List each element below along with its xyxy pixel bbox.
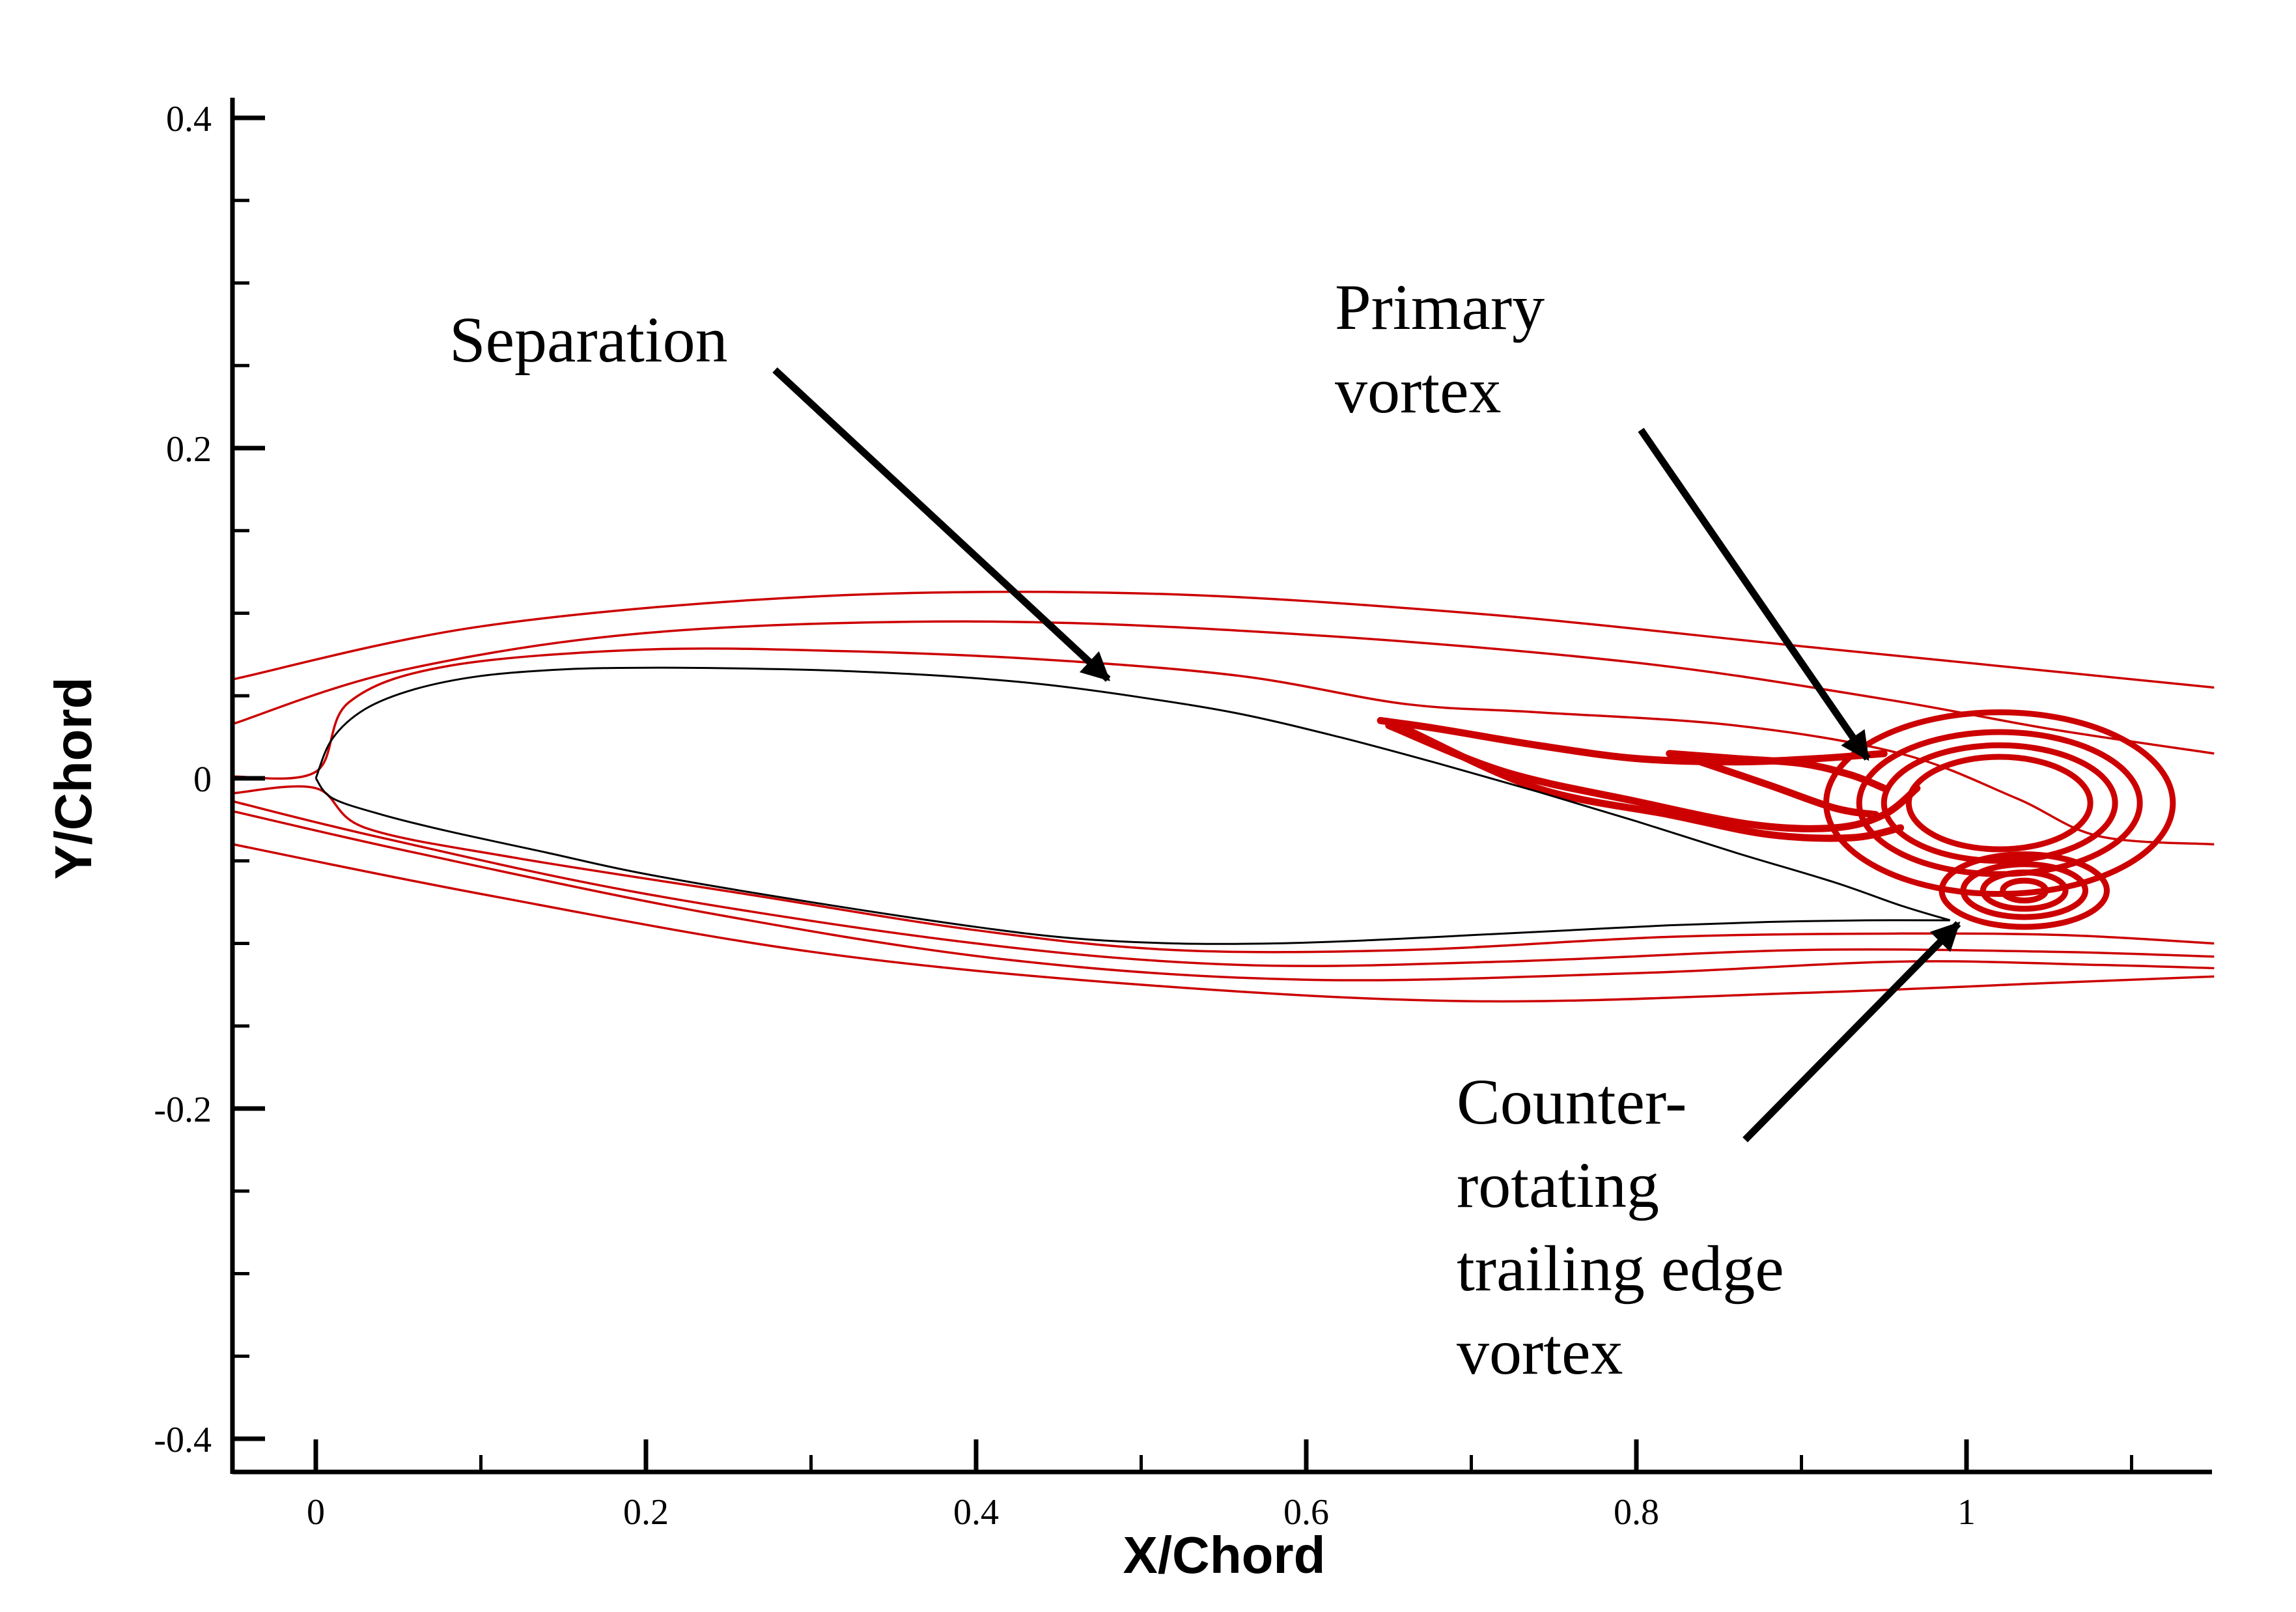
airfoil-upper-surface	[315, 666, 1951, 922]
airfoil-lower-surface	[315, 778, 1950, 945]
y-tick-label: 0.4	[166, 99, 212, 139]
y-axis-title: Y/Chord	[44, 677, 102, 879]
trailing-vortex-ring-2	[1960, 861, 2089, 920]
streamline-7	[232, 843, 2215, 1003]
annotation-primary-vortex: Primary vortex	[1335, 271, 1871, 761]
annotation-primary-vortex-label: Primary vortex	[1335, 271, 1561, 427]
trailing-vortex-ring-1	[1939, 851, 2110, 930]
annotation-counter-vortex-line-1: Counter-	[1457, 1066, 1687, 1138]
annotation-primary-vortex-line-1: Primary	[1335, 271, 1545, 343]
annotation-counter-vortex: Counter- rotating trailing edge vortex	[1457, 921, 1961, 1388]
annotation-separation: Separation	[449, 304, 1111, 682]
primary-vortex-ring-4	[1905, 754, 2093, 853]
primary-vortex-ring-3	[1881, 742, 2118, 864]
annotation-counter-vortex-line-2: rotating	[1457, 1149, 1659, 1221]
streamline-1	[232, 590, 2215, 689]
y-tick-label: -0.4	[154, 1420, 212, 1460]
annotation-counter-vortex-line-4: vortex	[1457, 1316, 1623, 1388]
y-axis: 0.4 0.2 0 -0.2 -0.4 Y/Chord	[44, 98, 265, 1474]
annotation-separation-arrow	[772, 367, 1111, 682]
vortex-streak-1	[1377, 716, 1888, 766]
streamlines	[232, 590, 2215, 1003]
x-tick-label: 0.8	[1614, 1492, 1659, 1533]
y-tick-label: 0.2	[166, 429, 212, 470]
x-axis-title: X/Chord	[1123, 1526, 1325, 1584]
annotation-primary-vortex-line-2: vortex	[1335, 354, 1501, 427]
trailing-vortex-ring-3	[1980, 869, 2069, 912]
streamline-6	[232, 810, 2215, 982]
x-tick-label: 1	[1957, 1492, 1976, 1533]
annotation-counter-vortex-arrow	[1743, 921, 1961, 1142]
x-tick-label: 0	[307, 1492, 325, 1533]
annotation-counter-vortex-label: Counter- rotating trailing edge vortex	[1457, 1066, 1800, 1388]
annotation-counter-vortex-line-3: trailing edge	[1457, 1232, 1784, 1305]
x-tick-label: 0.6	[1283, 1492, 1329, 1533]
x-tick-label: 0.4	[953, 1492, 999, 1533]
x-tick-label: 0.2	[623, 1492, 669, 1533]
annotation-separation-label: Separation	[449, 304, 728, 376]
vortex-streak-3	[1401, 725, 1905, 842]
y-ticks: 0.4 0.2 0 -0.2 -0.4	[154, 99, 265, 1460]
x-axis: 0 0.2 0.4 0.6 0.8 1 X/Chord	[232, 1439, 2212, 1584]
vortex-streamlines	[1377, 709, 2176, 930]
airfoil-outline	[315, 666, 1951, 945]
y-tick-label: -0.2	[154, 1090, 212, 1130]
streamline-2	[232, 620, 2215, 755]
y-tick-label: 0	[193, 759, 212, 800]
trailing-vortex-ring-4	[2000, 877, 2049, 904]
vortex-streak-4	[1666, 750, 1888, 792]
streamline-4	[233, 785, 2215, 954]
x-ticks: 0 0.2 0.4 0.6 0.8 1	[307, 1439, 2133, 1533]
vortex-streak-5	[1682, 753, 1880, 819]
annotation-primary-vortex-arrow	[1638, 427, 1871, 761]
primary-vortex-ring-1	[1823, 709, 2176, 897]
